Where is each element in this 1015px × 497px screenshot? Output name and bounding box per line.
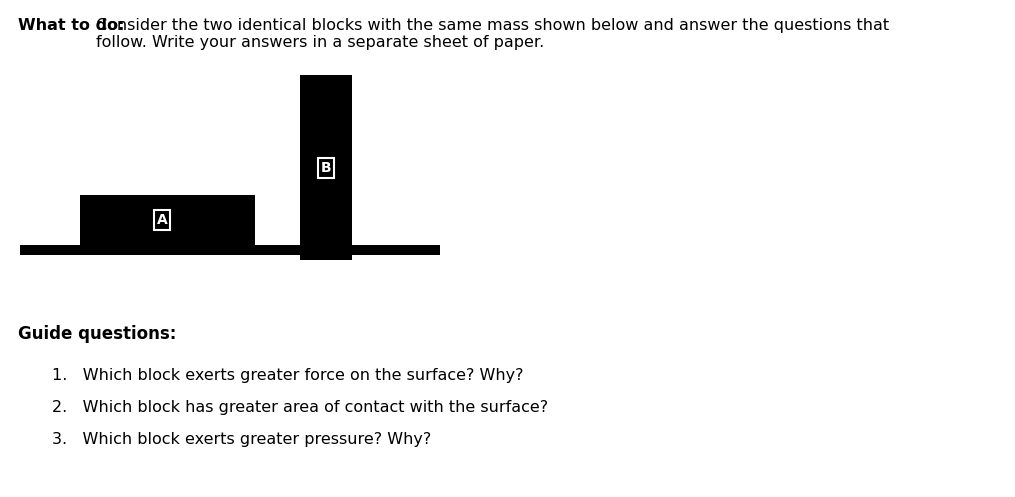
Text: 2.   Which block has greater area of contact with the surface?: 2. Which block has greater area of conta…: [52, 400, 548, 415]
Text: Guide questions:: Guide questions:: [18, 325, 177, 343]
Bar: [80, 195, 255, 245]
Text: What to do:: What to do:: [18, 18, 125, 33]
Text: B: B: [321, 161, 331, 175]
Text: Consider the two identical blocks with the same mass shown below and answer the : Consider the two identical blocks with t…: [96, 18, 889, 50]
Bar: [300, 75, 352, 260]
Text: 3.   Which block exerts greater pressure? Why?: 3. Which block exerts greater pressure? …: [52, 432, 431, 447]
Text: 1.   Which block exerts greater force on the surface? Why?: 1. Which block exerts greater force on t…: [52, 368, 524, 383]
Text: A: A: [156, 213, 167, 227]
Bar: [20, 245, 439, 255]
